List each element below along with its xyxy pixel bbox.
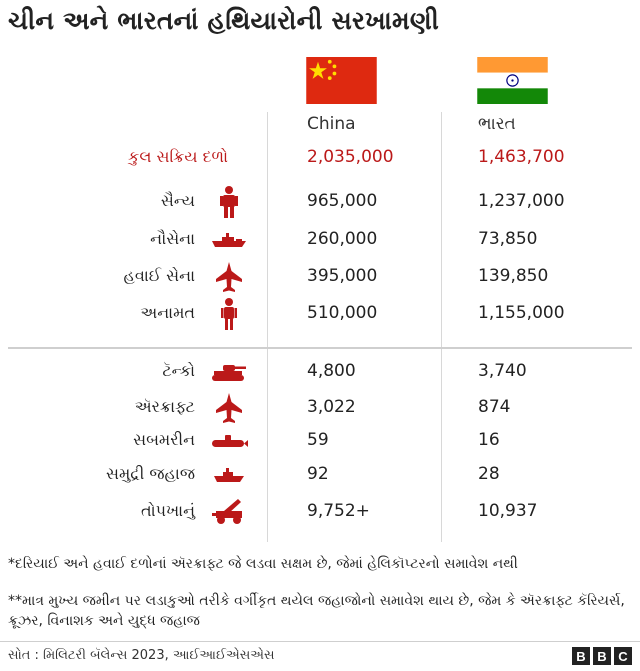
table-row: અનામત 510,000 1,155,000 — [0, 297, 640, 331]
aircraft-icon — [210, 391, 248, 425]
row-label: સબમરીન — [133, 430, 195, 449]
china-flag — [306, 57, 377, 104]
india-value: 1,237,000 — [478, 191, 565, 211]
india-value: 28 — [478, 464, 500, 484]
bbc-logo-letter: C — [614, 647, 632, 665]
bbc-logo: B B C — [572, 647, 632, 665]
row-label: સમુદ્રી જહાજ — [106, 464, 195, 483]
table-row: ટૅન્કો 4,800 3,740 — [0, 355, 640, 389]
row-label: હવાઈ સેના — [123, 266, 195, 285]
fighter-jet-icon — [210, 260, 248, 294]
china-flag-icon — [306, 57, 377, 104]
table-row: તોપખાનું 9,752+ 10,937 — [0, 495, 640, 529]
india-value: 73,850 — [478, 229, 538, 249]
soldier-icon — [210, 185, 248, 219]
row-label: ઍરક્રાફ્ટ — [134, 397, 195, 416]
india-value: 139,850 — [478, 266, 549, 286]
row-label: ટૅન્કો — [162, 361, 195, 380]
ship-icon — [210, 458, 248, 492]
row-label: સૈન્ય — [160, 191, 195, 210]
row-label: કુલ સક્રિય દળો — [128, 147, 228, 166]
india-value: 3,740 — [478, 361, 527, 381]
total-row: કુલ સક્રિય દળો 2,035,000 1,463,700 — [0, 141, 640, 175]
page-title: ચીન અને ભારતનાં હથિયારોની સરખામણી — [8, 6, 439, 35]
china-value: 510,000 — [307, 303, 378, 323]
warship-icon — [210, 223, 248, 257]
footer-divider — [0, 641, 640, 642]
china-value: 4,800 — [307, 361, 356, 381]
china-value: 965,000 — [307, 191, 378, 211]
india-value: 16 — [478, 430, 500, 450]
table-row: સમુદ્રી જહાજ 92 28 — [0, 458, 640, 492]
table-row: સૈન્ય 965,000 1,237,000 — [0, 185, 640, 219]
table-row: હવાઈ સેના 395,000 139,850 — [0, 260, 640, 294]
tank-icon — [210, 355, 248, 389]
row-label: અનામત — [140, 303, 195, 322]
divider-left — [267, 112, 268, 542]
china-value: 260,000 — [307, 229, 378, 249]
india-flag-icon — [477, 57, 548, 104]
china-value: 9,752+ — [307, 501, 370, 521]
table-row: ઍરક્રાફ્ટ 3,022 874 — [0, 391, 640, 425]
artillery-icon — [210, 495, 248, 529]
bbc-logo-letter: B — [572, 647, 590, 665]
section-divider — [8, 347, 632, 349]
column-header-india: ભારત — [478, 114, 516, 134]
india-flag — [477, 57, 548, 104]
china-value: 3,022 — [307, 397, 356, 417]
india-value: 1,463,700 — [478, 147, 565, 167]
row-label: તોપખાનું — [141, 501, 195, 520]
footnote-ships: **માત્ર મુખ્ય જમીન પર લડાકુઓ તરીકે વર્ગી… — [8, 593, 625, 629]
india-value: 1,155,000 — [478, 303, 565, 323]
india-value: 10,937 — [478, 501, 538, 521]
table-row: નૌસેના 260,000 73,850 — [0, 223, 640, 257]
row-label: નૌસેના — [150, 229, 195, 248]
china-value: 395,000 — [307, 266, 378, 286]
china-value: 2,035,000 — [307, 147, 394, 167]
table-row: સબમરીન 59 16 — [0, 424, 640, 458]
china-value: 59 — [307, 430, 329, 450]
column-header-china: China — [307, 114, 356, 134]
china-value: 92 — [307, 464, 329, 484]
source-text: સોત : મિલિટરી બૅલેન્સ 2023, આઈઆઈએસએસ — [8, 648, 275, 663]
footnote-aircraft: *દરિયાઈ અને હવાઈ દળોનાં ઍરક્રાફ્ટ જે લડવ… — [8, 556, 518, 572]
submarine-icon — [210, 424, 248, 458]
reserve-soldier-icon — [210, 297, 248, 331]
bbc-logo-letter: B — [593, 647, 611, 665]
divider-right — [441, 112, 442, 542]
india-value: 874 — [478, 397, 511, 417]
